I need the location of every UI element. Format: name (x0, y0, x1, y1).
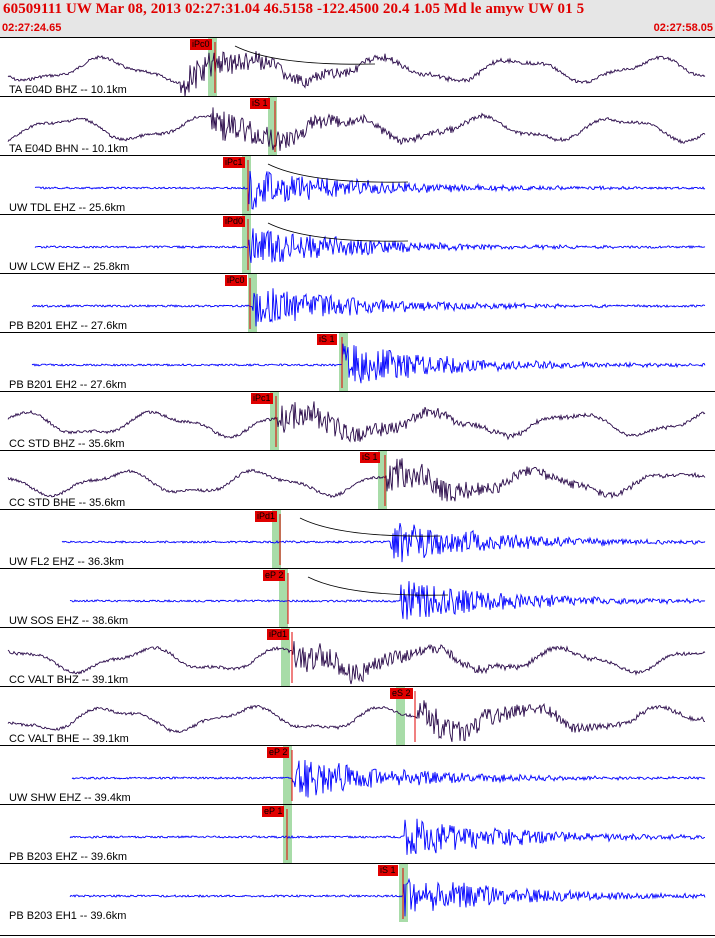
channel-label: UW LCW EHZ -- 25.8km (9, 261, 130, 273)
trace-panel[interactable]: eP 2 UW SOS EHZ -- 38.6km (0, 568, 715, 627)
trace-panel[interactable]: iPc1 UW TDL EHZ -- 25.6km (0, 155, 715, 214)
waveform-plot (7, 392, 706, 450)
waveform-plot (7, 97, 706, 155)
channel-label: UW SHW EHZ -- 39.4km (9, 792, 131, 804)
waveform-plot (7, 628, 706, 686)
waveform-trace (31, 343, 706, 384)
trace-panel[interactable]: iPc1 CC STD BHZ -- 35.6km (0, 391, 715, 450)
waveform-trace (34, 228, 706, 263)
arrival-band (208, 38, 217, 96)
waveform-plot (31, 333, 706, 391)
waveform-trace (7, 107, 706, 151)
channel-label: PB B201 EHZ -- 27.6km (9, 320, 127, 332)
arrival-band (270, 392, 279, 450)
phase-pick-label[interactable]: iS 1 (250, 98, 270, 109)
waveform-plot (69, 569, 706, 627)
header-bar: 60509111 UW Mar 08, 2013 02:27:31.04 46.… (0, 0, 715, 37)
waveform-plot (69, 864, 706, 922)
channel-label: TA E04D BHN -- 10.1km (9, 143, 128, 155)
trace-panel[interactable]: iPc0 PB B201 EHZ -- 27.6km (0, 273, 715, 332)
channel-label: CC VALT BHE -- 39.1km (9, 733, 129, 745)
waveform-plot (31, 274, 706, 332)
waveform-plot (34, 156, 706, 214)
waveform-trace (7, 641, 706, 685)
end-time: 02:27:58.05 (653, 22, 713, 34)
trace-panel[interactable]: iPd0 UW LCW EHZ -- 25.8km (0, 214, 715, 273)
channel-label: UW SOS EHZ -- 38.6km (9, 615, 129, 627)
phase-pick-label[interactable]: iPc0 (225, 275, 247, 286)
arrival-band (283, 746, 292, 804)
start-time: 02:27:24.65 (2, 22, 62, 34)
phase-pick-label[interactable]: iPc1 (251, 393, 273, 404)
waveform-trace (69, 581, 706, 620)
phase-pick-label[interactable]: iS 1 (360, 452, 380, 463)
phase-pick-label[interactable]: iS 1 (317, 334, 337, 345)
phase-pick-label[interactable]: iPc1 (223, 157, 245, 168)
arrival-band (272, 510, 281, 568)
phase-pick-label[interactable]: eP 2 (267, 747, 290, 758)
channel-label: PB B203 EH1 -- 39.6km (9, 910, 127, 922)
arrival-band (279, 569, 288, 627)
waveform-trace (7, 700, 705, 743)
trace-panel[interactable]: iPc0 TA E04D BHZ -- 10.1km (0, 37, 715, 96)
phase-pick-label[interactable]: eP 2 (263, 570, 286, 581)
waveform-plot (71, 746, 706, 804)
arrival-band (242, 215, 251, 273)
phase-pick-label[interactable]: eS 2 (390, 688, 413, 699)
trace-panel[interactable]: iPd1 UW FL2 EHZ -- 36.3km (0, 509, 715, 568)
waveform-trace (69, 818, 705, 855)
waveform-plot (7, 687, 705, 745)
channel-label: UW FL2 EHZ -- 36.3km (9, 556, 124, 568)
bottom-divider (0, 935, 715, 936)
coda-curve (234, 45, 376, 65)
waveform-trace (71, 759, 706, 798)
phase-pick-label[interactable]: eP 1 (262, 806, 285, 817)
arrival-band (396, 687, 405, 745)
channel-label: CC STD BHZ -- 35.6km (9, 438, 125, 450)
arrival-band (378, 451, 387, 509)
phase-pick-label[interactable]: iS 1 (378, 865, 398, 876)
arrival-band (281, 628, 290, 686)
phase-pick-label[interactable]: iPd1 (255, 511, 278, 522)
channel-label: CC STD BHE -- 35.6km (9, 497, 126, 509)
waveform-plot (61, 510, 706, 568)
waveform-trace (34, 170, 706, 210)
phase-pick-label[interactable]: iPd1 (267, 629, 290, 640)
waveform-trace (61, 523, 706, 563)
waveform-trace (31, 288, 706, 327)
arrival-band (339, 333, 348, 391)
trace-panel[interactable]: iS 1 PB B201 EH2 -- 27.6km (0, 332, 715, 391)
coda-curve (267, 222, 409, 242)
channel-label: PB B203 EHZ -- 39.6km (9, 851, 127, 863)
waveform-plot (7, 451, 706, 509)
arrival-band (268, 97, 277, 155)
channel-label: CC VALT BHZ -- 39.1km (9, 674, 129, 686)
waveform-plot (7, 38, 706, 96)
trace-panel[interactable]: eP 2 UW SHW EHZ -- 39.4km (0, 745, 715, 804)
coda-curve (299, 517, 441, 537)
waveform-plot (69, 805, 705, 863)
trace-panel[interactable]: iS 1 CC STD BHE -- 35.6km (0, 450, 715, 509)
channel-label: UW TDL EHZ -- 25.6km (9, 202, 126, 214)
coda-curve (307, 576, 449, 596)
waveform-trace (69, 877, 706, 917)
arrival-band (248, 274, 257, 332)
trace-panel[interactable]: iS 1 PB B203 EH1 -- 39.6km (0, 863, 715, 922)
channel-label: PB B201 EH2 -- 27.6km (9, 379, 127, 391)
arrival-band (242, 156, 251, 214)
channel-label: TA E04D BHZ -- 10.1km (9, 84, 127, 96)
event-title: 60509111 UW Mar 08, 2013 02:27:31.04 46.… (3, 1, 585, 17)
phase-pick-label[interactable]: iPd0 (223, 216, 246, 227)
coda-curve (267, 163, 409, 183)
waveform-plot (34, 215, 706, 273)
waveform-trace (7, 401, 706, 443)
trace-panel[interactable]: eP 1 PB B203 EHZ -- 39.6km (0, 804, 715, 863)
trace-panel[interactable]: eS 2 CC VALT BHE -- 39.1km (0, 686, 715, 745)
trace-panel[interactable]: iPd1 CC VALT BHZ -- 39.1km (0, 627, 715, 686)
waveform-trace (7, 458, 706, 502)
waveform-trace (7, 51, 706, 96)
trace-panel[interactable]: iS 1 TA E04D BHN -- 10.1km (0, 96, 715, 155)
phase-pick-label[interactable]: iPc0 (190, 39, 212, 50)
